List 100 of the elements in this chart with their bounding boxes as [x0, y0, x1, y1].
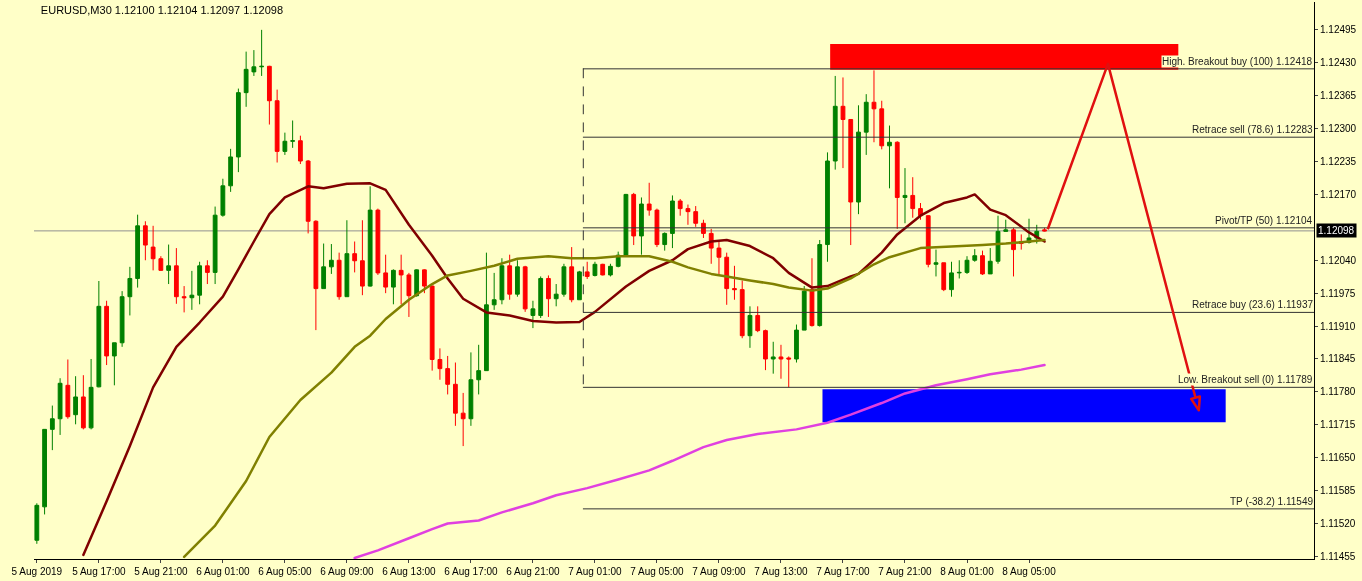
x-tick-label: 6 Aug 21:00: [506, 566, 561, 577]
x-tick-label: 5 Aug 2019: [11, 566, 63, 577]
candlestick: [235, 88, 241, 173]
candlestick: [111, 342, 117, 386]
candlestick: [1003, 219, 1009, 232]
candlestick: [383, 254, 389, 294]
x-tick-label: 7 Aug 17:00: [816, 566, 871, 577]
candlestick: [902, 167, 908, 224]
candlestick: [569, 246, 575, 303]
candlestick: [429, 285, 435, 372]
candlestick: [321, 243, 327, 290]
candlestick: [422, 268, 427, 294]
series-label: TP (-38.2) 1.11549: [1230, 496, 1314, 507]
candlestick: [987, 247, 993, 275]
candlestick: [212, 206, 218, 285]
y-tick-label: 1.12430: [1320, 57, 1357, 69]
candlestick: [88, 358, 94, 430]
candlestick: [848, 118, 854, 246]
candlestick: [763, 329, 768, 371]
candlestick: [1042, 227, 1047, 232]
candlestick: [398, 254, 404, 305]
candlestick: [437, 347, 443, 381]
candlestick: [391, 268, 396, 305]
candlestick: [34, 502, 40, 545]
candlestick: [243, 51, 249, 108]
chart-title: EURUSD,M30 1.12100 1.12104 1.12097 1.12098: [40, 4, 284, 17]
y-tick-label: 1.12170: [1320, 188, 1357, 200]
candlestick: [491, 272, 497, 311]
candlestick: [328, 243, 334, 275]
candlestick: [57, 377, 63, 436]
candlestick: [809, 257, 815, 328]
candlestick: [375, 208, 381, 276]
candlestick: [863, 93, 869, 156]
candlestick: [608, 263, 613, 277]
candlestick: [228, 148, 234, 193]
candlestick: [747, 305, 753, 349]
y-tick-label: 1.12235: [1320, 156, 1357, 167]
candlestick: [515, 259, 520, 298]
candlestick: [266, 65, 272, 126]
candlestick: [313, 219, 319, 331]
candlestick: [654, 208, 660, 248]
y-tick-label: 1.11520: [1320, 518, 1356, 530]
candlestick: [701, 219, 706, 239]
candlestick: [879, 100, 885, 150]
y-tick-label: 1.11715: [1320, 419, 1356, 431]
y-tick-label: 1.12365: [1320, 90, 1357, 102]
candlestick: [817, 239, 823, 328]
x-tick-label: 5 Aug 21:00: [134, 566, 188, 577]
candlestick: [158, 255, 164, 272]
candlestick: [972, 248, 978, 263]
candlestick: [49, 405, 55, 451]
y-tick-label: 1.11780: [1320, 386, 1356, 398]
candlestick: [274, 89, 280, 164]
candlestick: [1011, 227, 1016, 277]
candlestick: [367, 185, 373, 288]
candlestick: [592, 261, 598, 277]
candlestick: [949, 261, 954, 298]
x-tick-label: 7 Aug 09:00: [692, 566, 747, 577]
candlestick: [639, 196, 644, 256]
candlestick: [732, 265, 737, 301]
candlestick: [42, 428, 47, 515]
candlestick: [360, 219, 365, 296]
candlestick: [297, 135, 303, 165]
candlestick: [127, 266, 133, 316]
candlestick: [894, 140, 900, 230]
x-tick-label: 7 Aug 01:00: [568, 566, 623, 577]
candlestick: [530, 300, 536, 329]
candlestick: [770, 341, 776, 375]
candlestick: [887, 125, 892, 189]
candlestick: [786, 355, 792, 388]
candlestick: [561, 263, 567, 298]
series-label: Retrace sell (78.6) 1.12283: [1192, 124, 1314, 135]
candlestick: [499, 257, 505, 305]
candlestick: [840, 76, 846, 169]
candlestick: [600, 263, 606, 276]
candlestick: [577, 270, 582, 301]
candlestick: [119, 290, 125, 348]
line-series: [82, 182, 1046, 557]
candlestick: [189, 270, 195, 311]
candlestick: [453, 362, 458, 427]
candlestick: [662, 231, 668, 252]
y-tick-label: 1.11455: [1320, 550, 1356, 562]
candlestick: [96, 280, 102, 388]
candlestick: [344, 219, 350, 298]
candlestick: [259, 29, 265, 77]
x-tick-label: 6 Aug 17:00: [444, 566, 499, 577]
candlestick: [778, 344, 784, 380]
candlestick: [150, 225, 156, 271]
candlestick: [104, 300, 109, 366]
candlestick: [546, 274, 551, 318]
candlestick: [553, 283, 559, 307]
candlestick: [476, 344, 482, 395]
ref-line-label: 1.12098: [1318, 225, 1355, 236]
x-tick-label: 7 Aug 21:00: [878, 566, 933, 577]
candlestick: [925, 214, 931, 268]
line-series: [182, 238, 1046, 559]
candlestick: [135, 214, 141, 289]
y-tick-label: 1.11650: [1320, 452, 1356, 464]
candlestick: [623, 193, 629, 256]
candlestick: [956, 259, 962, 279]
